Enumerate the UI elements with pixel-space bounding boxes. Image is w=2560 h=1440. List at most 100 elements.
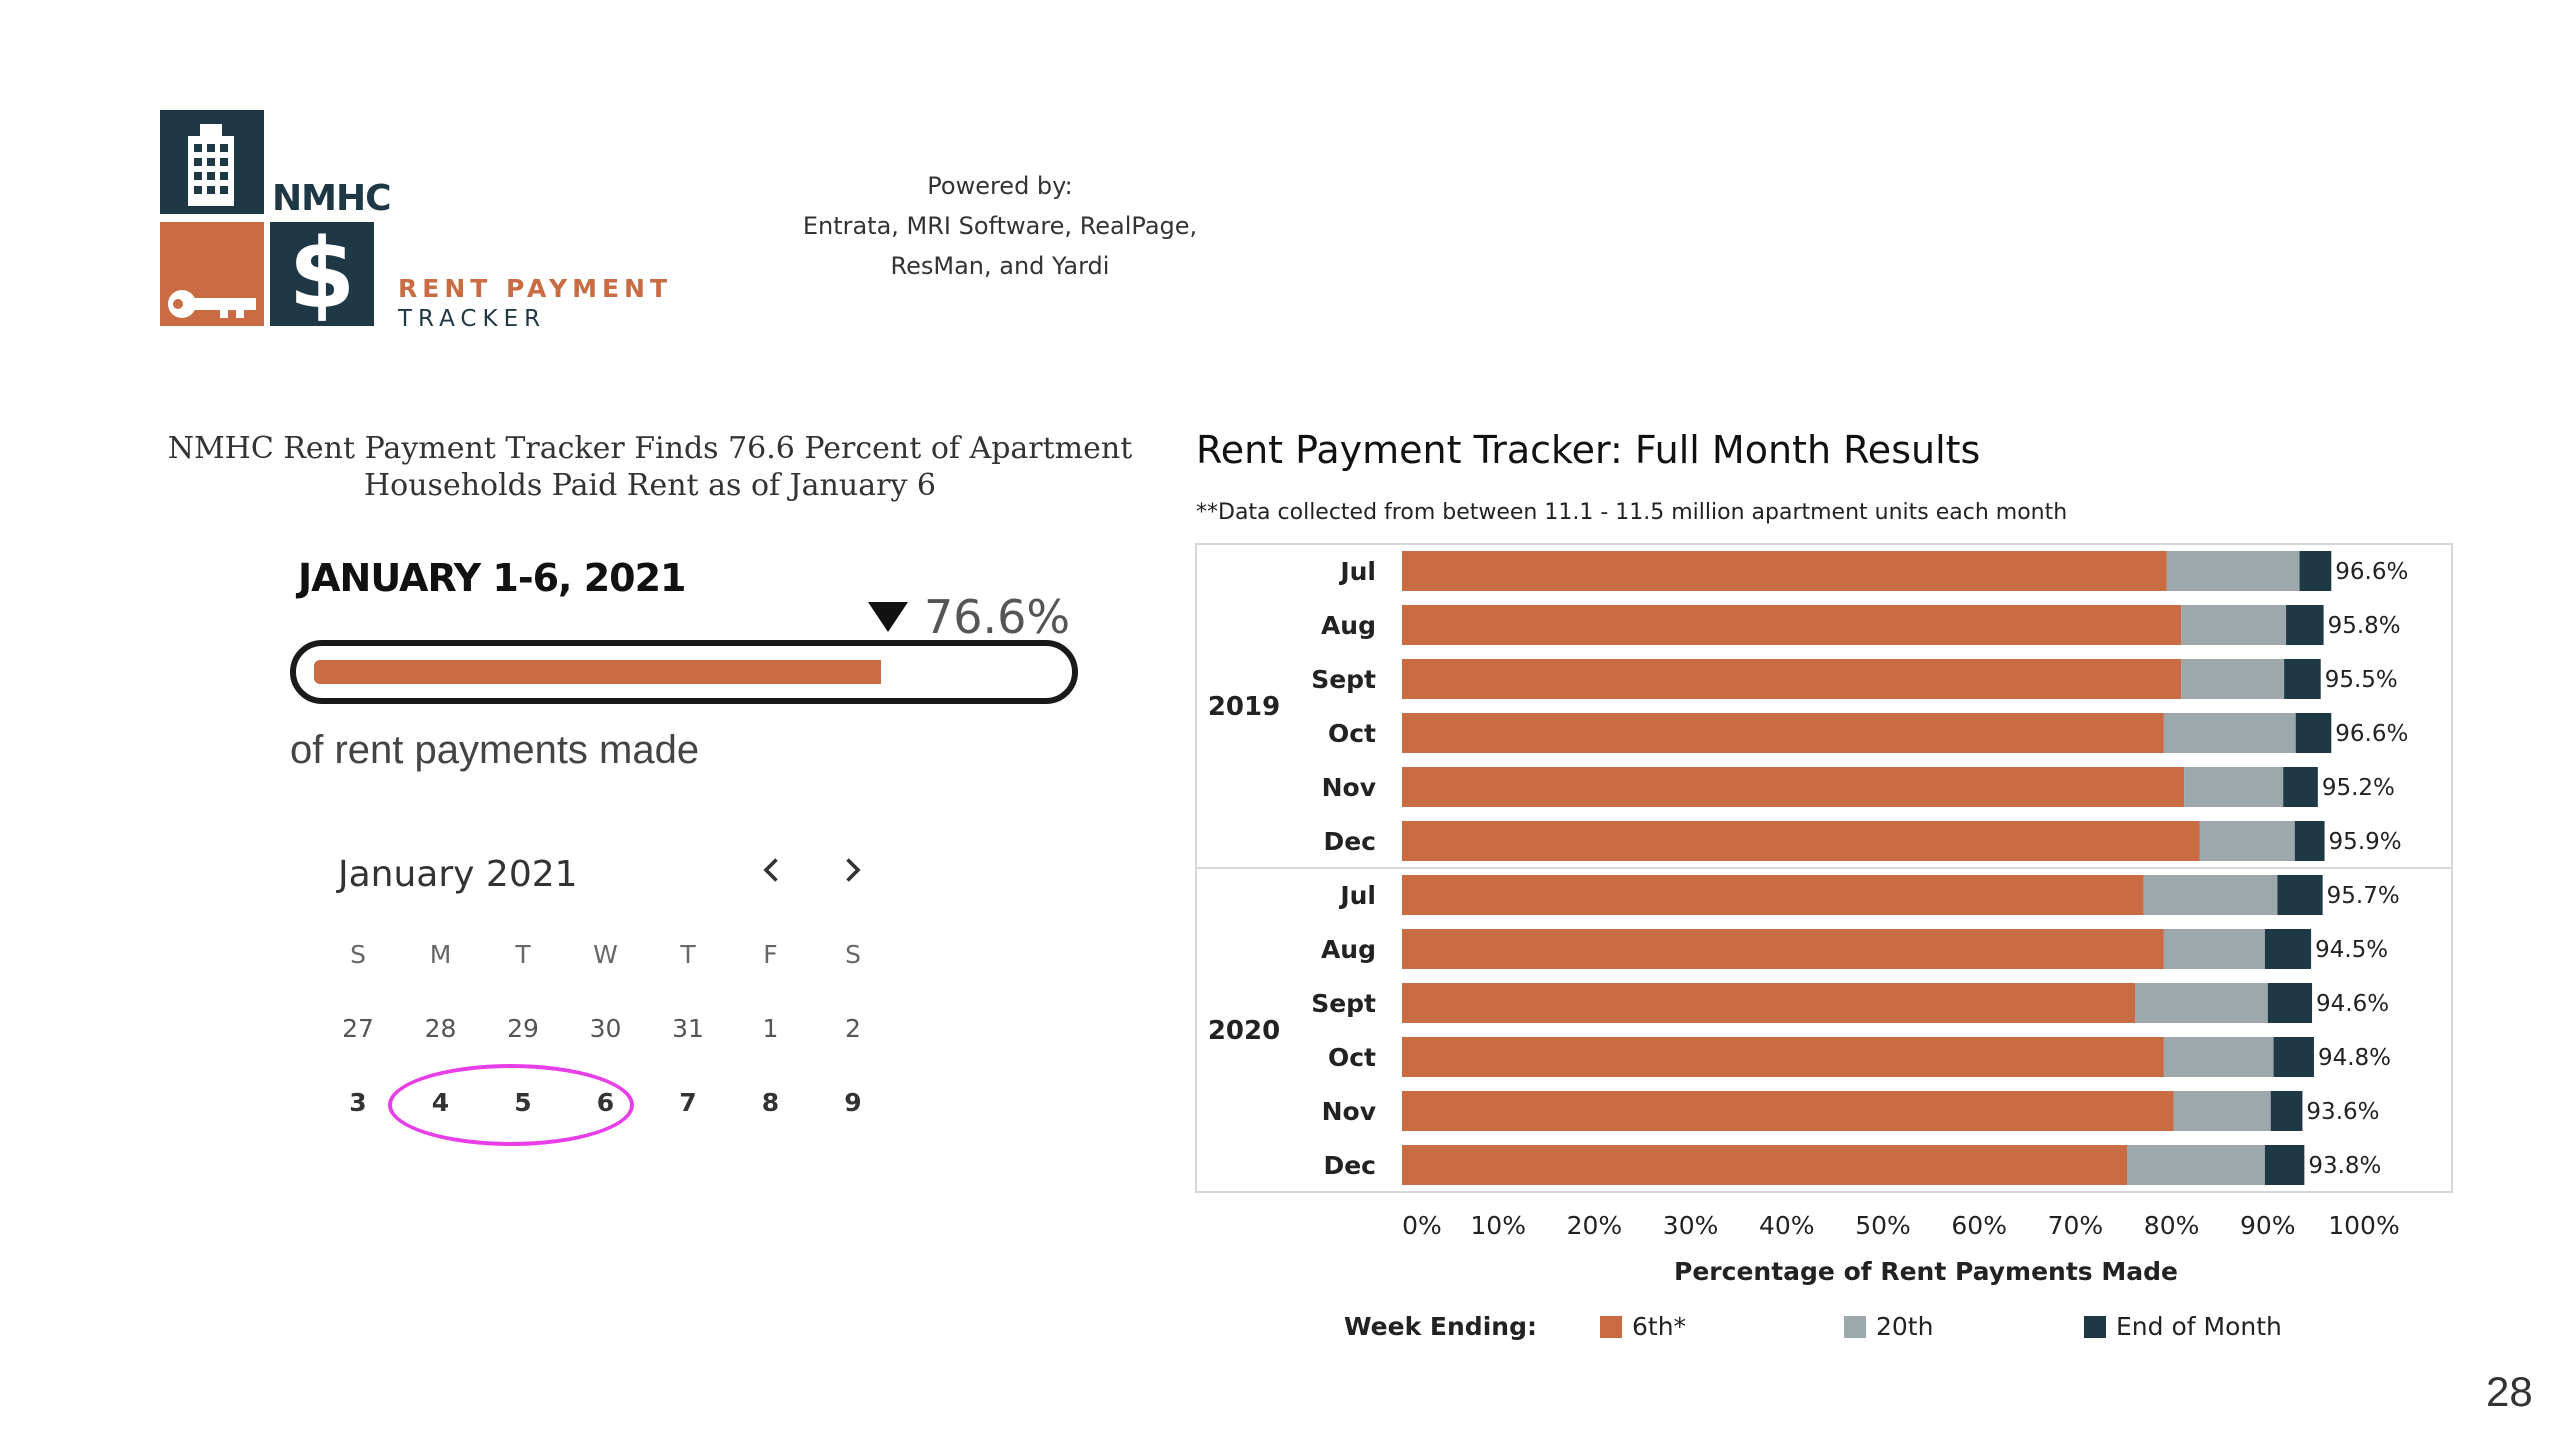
logo-wordmark: NMHC <box>272 178 392 219</box>
powered-by: Powered by: Entrata, MRI Software, RealP… <box>780 166 1220 286</box>
calendar-month-label: January 2021 <box>338 854 578 895</box>
calendar-day[interactable]: 29 <box>507 1014 539 1043</box>
bar-segment <box>1402 713 2164 753</box>
bar-segment <box>2284 659 2321 699</box>
bar-segment <box>1402 551 2167 591</box>
calendar-prev-button[interactable] <box>752 850 792 890</box>
bar-segment <box>2277 875 2323 915</box>
progress-bar-track <box>290 640 1078 704</box>
x-tick-label: 20% <box>1567 1211 1623 1240</box>
category-label: Dec <box>1323 827 1376 856</box>
x-tick-label: 10% <box>1470 1211 1526 1240</box>
category-label: Nov <box>1322 773 1376 802</box>
bar-segment <box>2286 605 2324 645</box>
data-label: 95.8% <box>2328 613 2401 639</box>
bar-segment <box>2299 551 2332 591</box>
bar-segment <box>2173 1091 2271 1131</box>
calendar-day[interactable]: 2 <box>845 1014 861 1043</box>
bar-segment <box>2267 983 2313 1023</box>
data-label: 96.6% <box>2335 559 2408 585</box>
headline-line-2: Households Paid Rent as of January 6 <box>364 468 936 503</box>
category-label: Oct <box>1328 1043 1376 1072</box>
powered-by-vendors-1: Entrata, MRI Software, RealPage, <box>802 212 1198 240</box>
calendar-weekday: W <box>593 940 618 969</box>
bar-segment <box>1402 875 2144 915</box>
calendar-day[interactable]: 27 <box>342 1014 374 1043</box>
chart-subtitle: **Data collected from between 11.1 - 11.… <box>1196 500 2068 525</box>
calendar-day[interactable]: 28 <box>424 1014 457 1043</box>
category-label: Oct <box>1328 719 1376 748</box>
headline: NMHC Rent Payment Tracker Finds 76.6 Per… <box>150 430 1150 504</box>
x-axis-label: Percentage of Rent Payments Made <box>1674 1257 2178 1286</box>
bar-segment <box>1402 821 2200 861</box>
bar-segment <box>2163 713 2296 753</box>
calendar-weekday: T <box>680 940 696 969</box>
legend-swatch <box>1844 1316 1866 1338</box>
bar-segment <box>1402 1145 2128 1185</box>
chart-title: Rent Payment Tracker: Full Month Results <box>1196 428 1981 472</box>
data-label: 95.5% <box>2325 667 2398 693</box>
bar-segment <box>1402 1091 2174 1131</box>
bar-segment <box>2166 551 2300 591</box>
calendar-day[interactable]: 31 <box>672 1014 704 1043</box>
headline-line-1: NMHC Rent Payment Tracker Finds 76.6 Per… <box>167 431 1133 466</box>
x-tick-label: 40% <box>1759 1211 1815 1240</box>
legend-label: 6th* <box>1632 1312 1686 1341</box>
bar-segment <box>1402 767 2185 807</box>
calendar-weekday: T <box>515 940 531 969</box>
bar-segment <box>1402 983 2136 1023</box>
bar-segment <box>2264 1145 2305 1185</box>
legend-title: Week Ending: <box>1344 1312 1537 1341</box>
calendar-weekday: F <box>763 940 778 969</box>
bar-segment <box>1402 929 2164 969</box>
bar-segment <box>2181 605 2287 645</box>
legend-label: End of Month <box>2116 1312 2282 1341</box>
chevron-right-icon <box>846 858 861 882</box>
bar-segment <box>2294 821 2325 861</box>
data-label: 95.7% <box>2327 883 2400 909</box>
calendar-day[interactable]: 30 <box>589 1014 622 1043</box>
bar-segment <box>2273 1037 2314 1077</box>
category-label: Sept <box>1311 989 1376 1018</box>
data-label: 93.8% <box>2308 1153 2381 1179</box>
data-label: 94.6% <box>2316 991 2389 1017</box>
bar-segment <box>2264 929 2312 969</box>
legend-swatch <box>2084 1316 2106 1338</box>
x-tick-label: 60% <box>1951 1211 2007 1240</box>
data-label: 95.2% <box>2322 775 2395 801</box>
logo-line1: RENT PAYMENT <box>398 274 673 303</box>
category-label: Jul <box>1338 881 1376 910</box>
calendar-day[interactable]: 7 <box>679 1088 697 1117</box>
group-label: 2020 <box>1208 1016 1280 1046</box>
data-label: 95.9% <box>2329 829 2402 855</box>
category-label: Aug <box>1321 611 1376 640</box>
data-label: 94.8% <box>2318 1045 2391 1071</box>
bar-segment <box>2199 821 2295 861</box>
calendar-day[interactable]: 1 <box>762 1014 779 1043</box>
calendar-day[interactable]: 8 <box>761 1088 780 1117</box>
progress-caption: of rent payments made <box>290 728 700 772</box>
bar-segment <box>2163 1037 2274 1077</box>
data-label: 93.6% <box>2306 1099 2379 1125</box>
bar-segment <box>2184 767 2284 807</box>
category-label: Aug <box>1321 935 1376 964</box>
calendar-weekday: S <box>350 940 366 969</box>
category-label: Nov <box>1322 1097 1376 1126</box>
bar-segment <box>2163 929 2265 969</box>
powered-by-vendors-2: ResMan, and Yardi <box>890 252 1110 280</box>
category-label: Sept <box>1311 665 1376 694</box>
x-tick-label: 50% <box>1855 1211 1911 1240</box>
marker-triangle-icon <box>868 602 908 632</box>
calendar-next-button[interactable] <box>832 850 872 890</box>
powered-by-label: Powered by: <box>927 172 1073 200</box>
calendar-day[interactable]: 9 <box>844 1088 862 1117</box>
bar-segment <box>1402 1037 2164 1077</box>
category-label: Jul <box>1338 557 1376 586</box>
legend-swatch <box>1600 1316 1622 1338</box>
legend-label: 20th <box>1876 1312 1933 1341</box>
x-tick-label: 100% <box>2328 1211 2399 1240</box>
calendar-weekday: S <box>845 940 861 969</box>
progress-marker: 76.6% <box>868 590 1070 644</box>
calendar-day[interactable]: 3 <box>349 1088 367 1117</box>
